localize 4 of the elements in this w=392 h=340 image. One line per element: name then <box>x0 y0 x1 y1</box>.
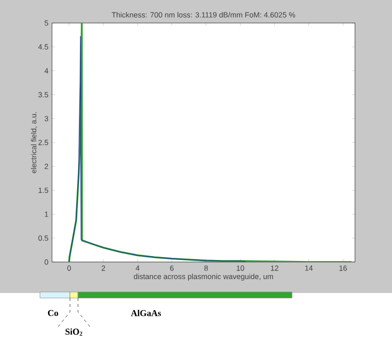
text: SiO$_{2}$ <box>66 328 82 336</box>
text: AlGaAs <box>130 310 161 316</box>
text: Co <box>48 310 58 316</box>
line-series <box>68 36 246 262</box>
